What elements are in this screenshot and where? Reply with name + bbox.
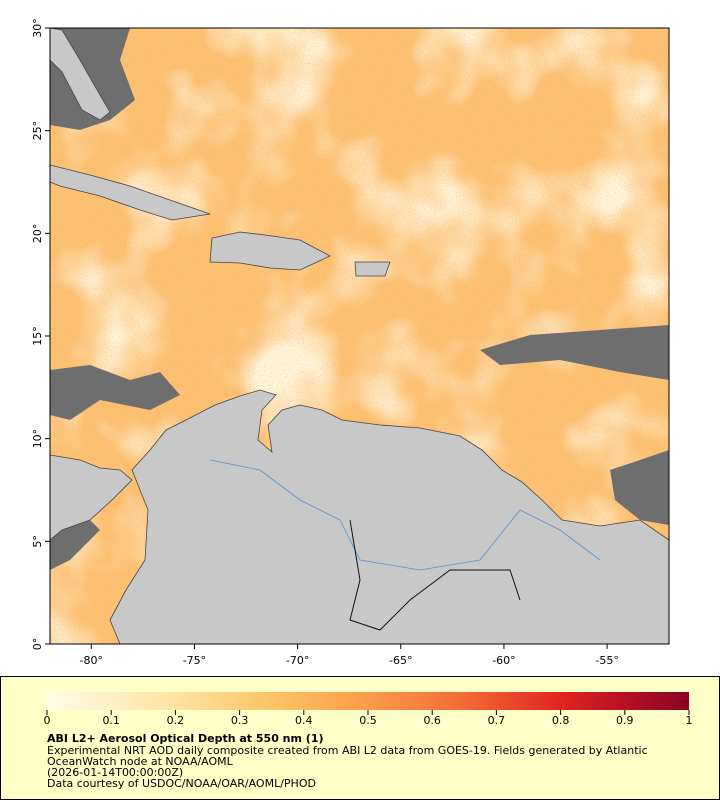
land (50, 164, 211, 221)
colorbar-tick-label: 0.4 (295, 714, 313, 727)
colorbar-tick-label: 0.8 (552, 714, 570, 727)
colorbar-tick-label: 0.5 (359, 714, 377, 727)
description-line: OceanWatch node at NOAA/AOML (47, 755, 234, 768)
x-tick-label: -65° (389, 654, 412, 667)
land (50, 454, 133, 541)
colorbar-tick-label: 0 (44, 714, 51, 727)
land (209, 231, 331, 271)
border (349, 519, 521, 631)
description-line: Data courtesy of USDOC/NOAA/OAR/AOML/PHO… (47, 777, 316, 790)
x-tick-label: -75° (183, 654, 206, 667)
river (209, 459, 601, 571)
description-line: (2026-01-14T00:00:00Z) (47, 766, 183, 779)
x-tick-label: -55° (595, 654, 618, 667)
land (109, 389, 669, 644)
land (50, 28, 111, 121)
y-tick-label: 10° (31, 429, 44, 449)
y-tick-label: 20° (31, 224, 44, 244)
colorbar-tick-label: 0.7 (488, 714, 506, 727)
description-line: Experimental NRT AOD daily composite cre… (47, 744, 648, 757)
land (354, 261, 391, 277)
map-area (50, 28, 669, 644)
colorbar-tick-label: 0.2 (167, 714, 185, 727)
colorbar (47, 692, 689, 710)
x-tick-label: -70° (286, 654, 309, 667)
y-tick-label: 25° (31, 121, 44, 141)
cloud (610, 450, 669, 525)
colorbar-tick-label: 0.9 (616, 714, 634, 727)
x-tick-label: -80° (80, 654, 103, 667)
x-tick-label: -60° (492, 654, 515, 667)
y-tick-label: 5° (31, 535, 44, 548)
colorbar-tick-label: 0.6 (423, 714, 441, 727)
colorbar-tick-label: 1 (686, 714, 693, 727)
cloud (480, 325, 669, 380)
y-tick-label: 30° (31, 18, 44, 38)
colorbar-tick-label: 0.3 (231, 714, 249, 727)
y-tick-label: 0° (31, 638, 44, 651)
cloud (50, 365, 180, 420)
colorbar-tick-label: 0.1 (102, 714, 120, 727)
y-tick-label: 15° (31, 326, 44, 346)
title: ABI L2+ Aerosol Optical Depth at 550 nm … (47, 732, 324, 745)
